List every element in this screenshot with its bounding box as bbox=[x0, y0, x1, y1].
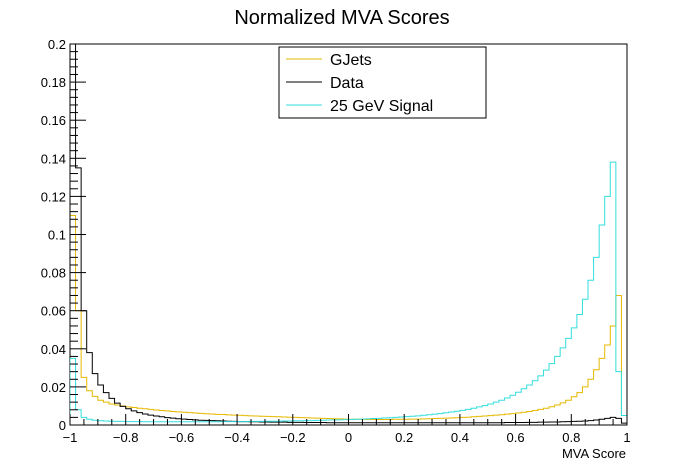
legend: GJets Data 25 GeV Signal bbox=[278, 46, 487, 119]
x-axis-title: MVA Score bbox=[562, 446, 626, 461]
y-tick-label: 0.04 bbox=[41, 342, 66, 357]
y-tick-label: 0.2 bbox=[48, 37, 66, 52]
x-tick-label: 0.8 bbox=[562, 430, 580, 445]
x-tick-label: 0 bbox=[345, 430, 352, 445]
x-tick-label: −0.8 bbox=[113, 430, 139, 445]
x-tick-label: 1 bbox=[623, 430, 630, 445]
series-line-data bbox=[70, 44, 627, 425]
y-tick-label: 0.06 bbox=[41, 304, 66, 319]
x-tick-label: 0.2 bbox=[395, 430, 413, 445]
y-tick-label: 0.18 bbox=[41, 75, 66, 90]
x-tick-label: −0.4 bbox=[224, 430, 250, 445]
y-tick-label: 0.12 bbox=[41, 189, 66, 204]
chart-title: Normalized MVA Scores bbox=[234, 7, 449, 29]
y-tick-label: 0.08 bbox=[41, 266, 66, 281]
x-tick-label: −0.6 bbox=[169, 430, 195, 445]
x-tick-label: 0.4 bbox=[451, 430, 469, 445]
legend-label: 25 GeV Signal bbox=[330, 98, 433, 115]
y-tick-label: 0.02 bbox=[41, 380, 66, 395]
x-tick-label: −0.2 bbox=[280, 430, 306, 445]
y-tick-label: 0.14 bbox=[41, 151, 66, 166]
y-tick-label: 0 bbox=[59, 418, 66, 433]
series-line-gjets bbox=[70, 214, 627, 425]
series-line-25-gev-signal bbox=[70, 161, 627, 425]
legend-label: GJets bbox=[330, 52, 372, 69]
y-tick-label: 0.1 bbox=[48, 228, 66, 243]
y-tick-label: 0.16 bbox=[41, 113, 66, 128]
x-tick-label: −1 bbox=[63, 430, 78, 445]
plot-area: −1 −0.8 −0.6 −0.4 −0.2 0 0.2 0.4 0.6 0.8 1 0 0.02 0.0… bbox=[41, 37, 631, 445]
legend-label: Data bbox=[330, 75, 364, 92]
x-tick-label: 0.6 bbox=[507, 430, 525, 445]
